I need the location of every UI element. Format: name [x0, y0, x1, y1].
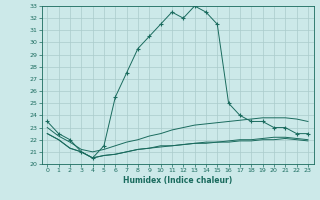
- X-axis label: Humidex (Indice chaleur): Humidex (Indice chaleur): [123, 176, 232, 185]
